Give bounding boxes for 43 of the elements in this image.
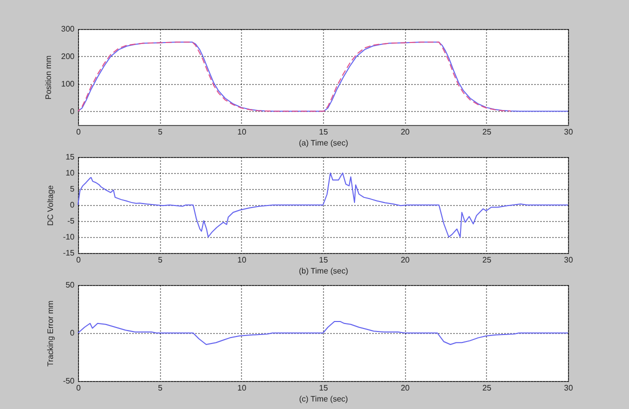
x-axis-title: (c) Time (sec) [299,394,348,404]
y-tick-label: 100 [61,79,76,88]
x-tick-label: 10 [237,384,247,392]
x-tick-label: 25 [482,128,492,136]
y-tick-label: 0 [70,106,76,116]
x-tick-label: 15 [319,128,328,136]
line-series [78,172,568,238]
x-tick-label: 5 [158,384,163,392]
x-tick-label: 30 [564,384,574,392]
x-tick-label: 10 [237,256,247,264]
x-tick-label: 5 [158,128,163,136]
y-axis-title: DC Voltage [46,184,55,226]
y-tick-label: 50 [66,280,76,290]
x-tick-label: 30 [564,256,574,264]
x-tick-label: 20 [400,384,410,392]
x-tick-label: 30 [564,128,574,136]
y-tick-label: 200 [61,52,76,61]
y-tick-label: -50 [62,376,76,386]
x-tick-label: 25 [482,384,492,392]
y-tick-label: 0 [70,328,76,338]
x-tick-label: 25 [482,256,492,264]
x-tick-label: 5 [158,256,163,264]
y-tick-label: -10 [62,232,76,242]
x-tick-label: 0 [76,384,82,392]
x-axis-title: (b) Time (sec) [298,266,348,276]
y-tick-label: -15 [62,248,76,258]
y-tick-label: -5 [67,216,76,226]
x-axis-title: (a) Time (sec) [298,138,348,148]
x-tick-label: 20 [400,128,410,136]
y-axis-title: Tracking Error mm [46,300,55,366]
y-axis-title: Position mm [44,55,54,100]
x-tick-label: 0 [76,256,82,264]
x-tick-label: 10 [237,128,247,136]
y-tick-label: 5 [70,184,76,194]
y-tick-label: 15 [66,152,76,162]
y-tick-label: 300 [61,24,76,34]
x-tick-label: 15 [319,256,328,264]
y-tick-label: 0 [70,200,76,210]
line-series [78,320,568,346]
x-tick-label: 0 [76,128,82,136]
x-tick-label: 20 [400,256,410,264]
y-tick-label: 10 [66,168,76,178]
x-tick-label: 15 [319,384,328,392]
